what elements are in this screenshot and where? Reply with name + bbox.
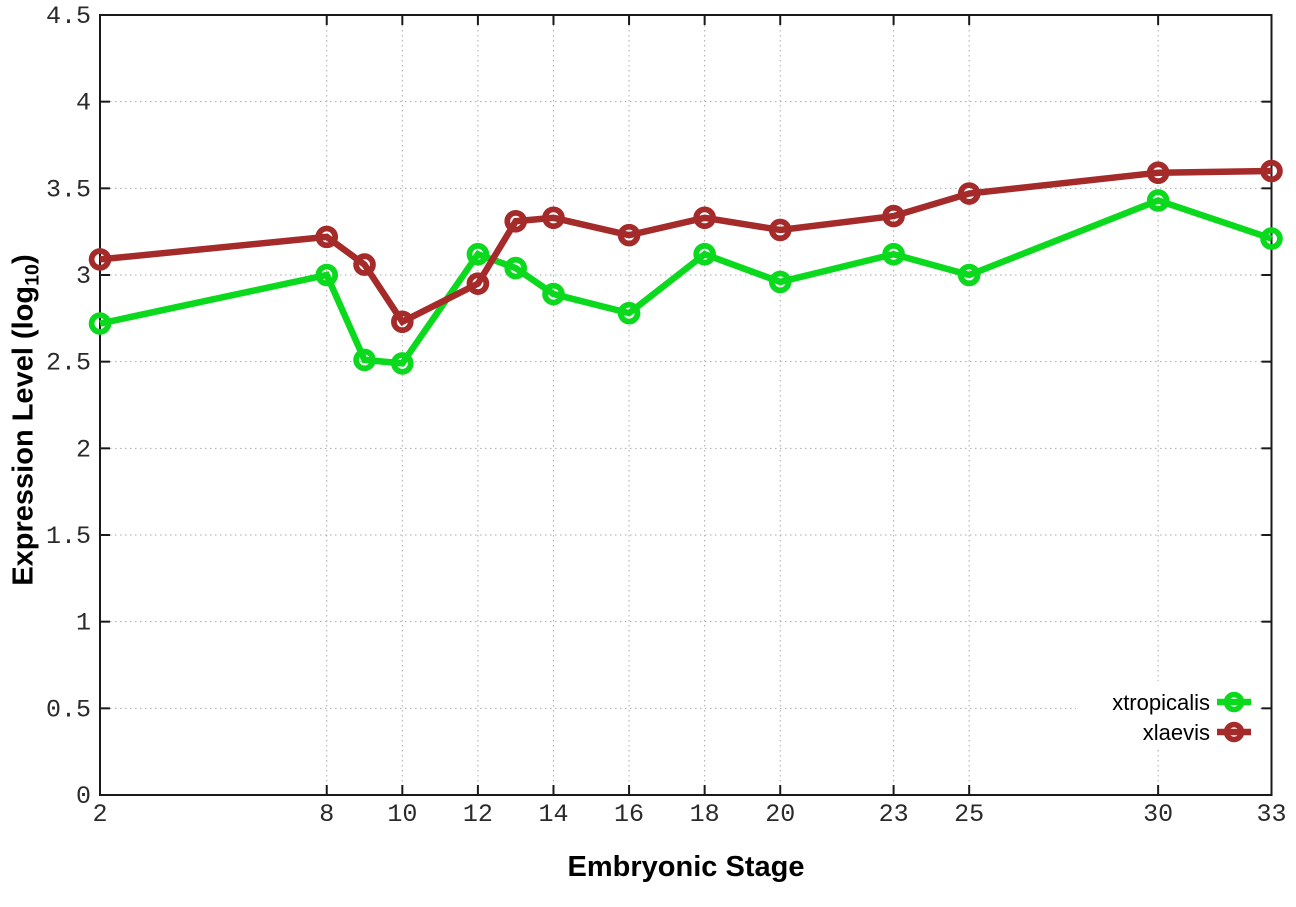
series-marker-xlaevis: [1146, 161, 1170, 185]
series-marker-xlaevis: [353, 253, 376, 276]
series-marker-xtropicalis: [1260, 227, 1283, 250]
x-axis-title: Embryonic Stage: [567, 851, 805, 883]
series-marker-xlaevis: [1260, 159, 1283, 183]
plot-border: [99, 14, 1273, 796]
x-tick-label: 18: [690, 800, 720, 829]
series-marker-xtropicalis: [768, 270, 792, 294]
series-marker-xtropicalis: [617, 301, 641, 325]
series-marker-xtropicalis: [1146, 189, 1170, 212]
x-tick-label: 23: [879, 800, 909, 829]
y-axis-title-main: Expression Level (log: [7, 285, 40, 586]
series-marker-xlaevis: [693, 206, 716, 230]
x-tick-label: 8: [319, 800, 334, 829]
series-marker-xtropicalis: [882, 242, 905, 266]
series-marker-xtropicalis: [466, 242, 490, 266]
series-marker-xlaevis: [617, 223, 641, 247]
x-tick-label: 30: [1143, 800, 1173, 829]
x-tick-label: 33: [1256, 800, 1286, 829]
x-tick-label: 10: [387, 800, 417, 829]
y-tick-label: 3.5: [46, 175, 91, 204]
y-axis-title-end: ): [7, 254, 40, 264]
legend-marker-xtropicalis: [1223, 691, 1245, 713]
series-marker-xlaevis: [882, 204, 905, 228]
legend-label-xtropicalis: xtropicalis: [1112, 690, 1210, 715]
series-marker-xlaevis: [542, 206, 565, 230]
y-tick-label: 1.5: [46, 522, 91, 551]
x-tick-label: 20: [765, 800, 795, 829]
y-tick-label: 4.5: [46, 2, 91, 31]
series-line-xlaevis: [99, 167, 1272, 327]
y-axis-title: Expression Level (log10): [8, 254, 45, 585]
series-marker-xtropicalis: [957, 263, 981, 287]
y-axis-title-subscript: 10: [21, 263, 44, 286]
series-marker-xtropicalis: [353, 348, 376, 372]
x-tick-label: 16: [614, 800, 644, 829]
y-tick-label: 4: [76, 89, 91, 118]
series-marker-xlaevis: [768, 218, 792, 242]
series-marker-xlaevis: [466, 272, 490, 295]
x-tick-label: 25: [954, 800, 984, 829]
series-marker-xlaevis: [957, 182, 981, 205]
series-marker-xtropicalis: [315, 263, 339, 287]
x-tick-label: 14: [538, 800, 568, 829]
series-marker-xlaevis: [88, 248, 112, 271]
series-marker-xtropicalis: [693, 242, 716, 266]
legend-label-xlaevis: xlaevis: [1143, 720, 1210, 745]
legend-marker-xlaevis: [1223, 721, 1245, 743]
series-marker-xtropicalis: [542, 282, 565, 306]
y-tick-label: 2.5: [46, 349, 91, 378]
series-marker-xtropicalis: [88, 312, 112, 335]
y-tick-label: 3: [76, 262, 91, 291]
series-marker-xlaevis: [504, 209, 527, 233]
series-marker-xtropicalis: [391, 352, 414, 375]
y-tick-label: 0.5: [46, 695, 91, 724]
y-tick-label: 0: [76, 782, 91, 811]
y-tick-label: 1: [76, 609, 91, 638]
series-marker-xtropicalis: [504, 256, 527, 280]
series-marker-xlaevis: [391, 310, 414, 334]
series-marker-xlaevis: [315, 225, 339, 249]
y-tick-label: 2: [76, 435, 91, 464]
x-tick-label: 12: [463, 800, 493, 829]
x-tick-label: 2: [92, 800, 107, 829]
